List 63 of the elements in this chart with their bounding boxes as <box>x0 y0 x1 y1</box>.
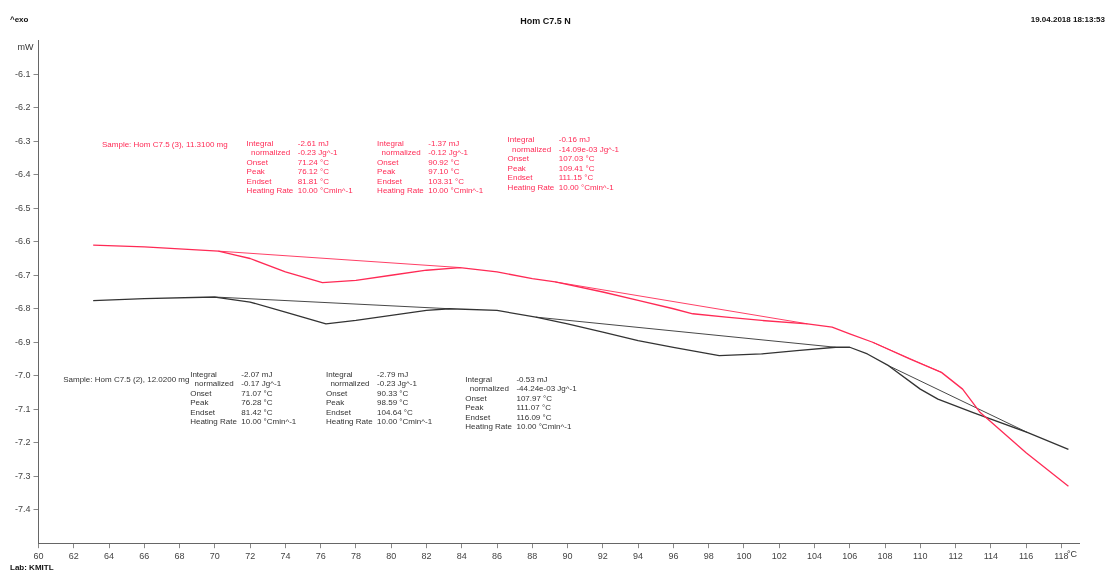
y-axis-title: mW <box>17 41 35 52</box>
x-tick-label: 118 <box>1054 551 1069 562</box>
x-tick-label: 98 <box>703 551 714 562</box>
x-tick-label: 90 <box>562 551 573 562</box>
annotation: -1.37 mJ -0.12 Jg^-1 90.92 °C 97.10 °C 103.31 °C 10.00 °Cmin^-1 <box>428 138 484 196</box>
x-tick-label: 80 <box>386 551 397 562</box>
annotation: Integral normalized Onset Peak Endset Heating Rate <box>507 135 555 192</box>
y-tick-label: -6.4 <box>14 169 31 180</box>
x-tick-label: 104 <box>806 551 822 562</box>
x-tick-label: 100 <box>736 551 752 562</box>
x-tick-label: 70 <box>209 551 220 562</box>
y-tick-label: -6.3 <box>14 135 31 146</box>
x-tick-label: 92 <box>597 551 608 562</box>
y-tick-label: -6.6 <box>14 236 31 247</box>
annotation: Integral normalized Onset Peak Endset Heating Rate <box>246 138 294 196</box>
x-tick-label: 108 <box>877 551 893 562</box>
annotation: -2.07 mJ -0.17 Jg^-1 71.07 °C 76.28 °C 81.42 °C 10.00 °Cmin^-1 <box>241 369 297 427</box>
text: Lab: KMITL <box>10 563 54 573</box>
text: Sample: Hom C7.5 (2), 12.0200 mg <box>63 374 190 384</box>
annotation: Integral normalized Onset Peak Endset Heating Rate <box>190 369 238 427</box>
x-tick-label: 110 <box>913 551 928 562</box>
x-tick-label: 86 <box>492 551 503 562</box>
annotation: -2.79 mJ -0.23 Jg^-1 90.33 °C 98.59 °C 104.64 °C 10.00 °Cmin^-1 <box>377 369 433 427</box>
x-tick-label: 66 <box>139 551 150 562</box>
x-tick-label: 60 <box>33 551 44 562</box>
x-tick-label: 82 <box>421 551 432 562</box>
annotation: -0.16 mJ -14.09e-03 Jg^-1 107.03 °C 109.41 °C 111.15 °C 10.00 °Cmin^-1 <box>558 135 620 192</box>
y-tick-label: -6.1 <box>14 68 31 79</box>
x-tick-label: 116 <box>1018 551 1034 562</box>
x-tick-label: 68 <box>174 551 185 562</box>
x-tick-label: 72 <box>245 551 256 562</box>
x-tick-label: 96 <box>668 551 679 562</box>
x-tick-label: 62 <box>68 551 79 562</box>
y-tick-label: -6.2 <box>14 102 31 113</box>
text: ^exo <box>10 15 29 25</box>
y-tick-label: -6.8 <box>14 303 31 314</box>
x-tick-label: 94 <box>633 551 644 562</box>
x-tick-label: 106 <box>842 551 858 562</box>
text: Sample: Hom C7.5 (3), 11.3100 mg <box>102 140 228 150</box>
x-tick-label: 112 <box>948 551 963 562</box>
text: 19.04.2018 18:13:53 <box>1030 15 1106 25</box>
x-tick-label: 114 <box>983 551 998 562</box>
y-tick-label: -6.9 <box>14 336 31 347</box>
y-tick-label: -7.0 <box>14 370 31 381</box>
x-tick-label: 102 <box>771 551 787 562</box>
y-tick-label: -7.4 <box>14 504 31 515</box>
annotation: -0.53 mJ -44.24e-03 Jg^-1 107.97 °C 111.07 °C 116.09 °C 10.00 °Cmin^-1 <box>516 374 578 432</box>
y-tick-label: -7.3 <box>14 470 31 481</box>
y-tick-label: -6.7 <box>14 269 31 280</box>
annotation: Integral normalized Onset Peak Endset Heating Rate <box>465 374 513 432</box>
x-tick-label: 74 <box>280 551 291 562</box>
x-tick-label: 84 <box>456 551 467 562</box>
annotation: Integral normalized Onset Peak Endset Heating Rate <box>325 369 374 427</box>
y-tick-label: -6.5 <box>14 202 31 213</box>
y-tick-label: -7.2 <box>14 437 31 448</box>
chart-title: Hom C7.5 N <box>520 15 571 26</box>
x-tick-label: 88 <box>527 551 538 562</box>
annotation: -2.61 mJ -0.23 Jg^-1 71.24 °C 76.12 °C 81.81 °C 10.00 °Cmin^-1 <box>297 138 354 196</box>
y-tick-label: -7.1 <box>14 403 31 414</box>
x-tick-label: 76 <box>315 551 326 562</box>
annotation: Integral normalized Onset Peak Endset Heating Rate <box>377 138 425 196</box>
x-tick-label: 64 <box>104 551 115 562</box>
x-tick-label: 78 <box>350 551 361 562</box>
